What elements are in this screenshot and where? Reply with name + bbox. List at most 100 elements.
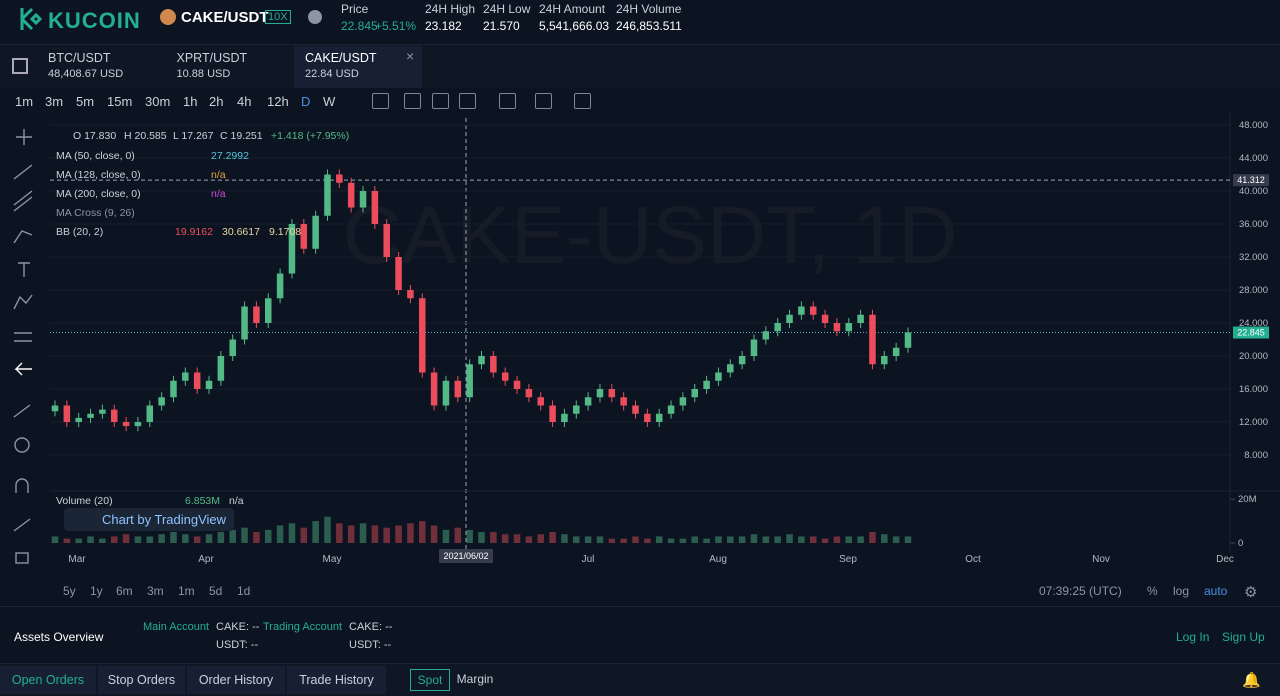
candle-body xyxy=(229,339,236,357)
scale-option[interactable]: % xyxy=(1147,584,1158,598)
interval[interactable]: 2h xyxy=(209,94,224,109)
close-tab[interactable]: × xyxy=(406,48,415,64)
candle-body xyxy=(727,364,734,373)
candle xyxy=(122,417,130,432)
toolbar-icon[interactable] xyxy=(535,93,552,109)
leverage[interactable]: 10X xyxy=(265,10,291,24)
scale-option[interactable]: auto xyxy=(1204,584,1228,598)
signup[interactable]: Sign Up xyxy=(1222,630,1265,644)
candle-body xyxy=(466,364,473,398)
candle xyxy=(549,400,556,428)
y-tick-label: 8.000 xyxy=(1244,450,1268,461)
scale-option[interactable]: log xyxy=(1173,584,1190,598)
price-tag: 22.845 xyxy=(1237,328,1265,338)
volume-bar xyxy=(809,536,817,543)
volume-bar xyxy=(87,536,94,543)
order-tab[interactable]: Open Orders xyxy=(0,666,96,694)
candle-body xyxy=(667,405,675,414)
candle-body xyxy=(608,389,616,398)
candle xyxy=(490,351,497,378)
candle-body xyxy=(478,356,485,365)
volume-bar xyxy=(407,523,414,543)
range[interactable]: 1m xyxy=(178,584,195,598)
order-tab[interactable]: Trade History xyxy=(287,666,386,694)
drawing-tools[interactable] xyxy=(13,129,33,564)
bell[interactable]: 🔔 xyxy=(1242,672,1261,689)
pair[interactable]: CAKE/USDT xyxy=(181,9,269,26)
candle-body xyxy=(762,331,770,340)
chart: CAKE-USDT, 1D 2021/06/02 8.000 12.000 16.0… xyxy=(0,113,1280,578)
interval[interactable]: 3m xyxy=(45,94,64,109)
candle xyxy=(608,384,616,403)
tab-pair[interactable]: CAKE/USDT xyxy=(305,51,377,65)
order-filter[interactable]: Spot xyxy=(410,669,450,691)
branding[interactable]: Chart by TradingView xyxy=(64,508,235,531)
tab-pair[interactable]: BTC/USDT xyxy=(48,51,111,65)
candle-body xyxy=(182,372,189,381)
range[interactable]: 1y xyxy=(90,584,103,598)
interval[interactable]: 5m xyxy=(76,94,95,109)
range[interactable]: 5d xyxy=(209,584,223,598)
volume-bar xyxy=(513,534,521,543)
stat-change: +5.51% xyxy=(375,19,417,33)
watermark: CAKE-USDT, 1D xyxy=(342,190,957,281)
candle xyxy=(691,384,699,403)
order-tab[interactable]: Stop Orders xyxy=(98,666,185,694)
layout-icon[interactable] xyxy=(12,58,28,74)
x-tick-label: Jul xyxy=(582,554,595,565)
range[interactable]: 5y xyxy=(63,584,76,598)
candle xyxy=(809,301,817,320)
interval[interactable]: D xyxy=(301,94,311,109)
settings[interactable]: ⚙ xyxy=(1244,584,1258,601)
volume-bar xyxy=(703,538,710,543)
candle xyxy=(703,375,710,395)
tab-pair[interactable]: XPRT/USDT xyxy=(176,51,248,65)
interval[interactable]: 1h xyxy=(183,94,198,109)
candle-body xyxy=(573,405,580,414)
candle-body xyxy=(336,174,343,183)
candle xyxy=(620,392,627,411)
account-name[interactable]: Main Account xyxy=(143,621,210,633)
volume-bar xyxy=(644,538,651,543)
range[interactable]: 3m xyxy=(147,584,164,598)
order-filter[interactable]: Margin xyxy=(456,672,494,686)
interval[interactable]: 30m xyxy=(145,94,171,109)
toolbar-icon[interactable] xyxy=(432,93,449,109)
toolbar-icon[interactable] xyxy=(459,93,476,109)
interval[interactable]: 4h xyxy=(237,94,252,109)
candle xyxy=(419,293,426,378)
toolbar-icon[interactable] xyxy=(404,93,421,109)
range[interactable]: 1d xyxy=(237,584,251,598)
interval[interactable]: W xyxy=(323,94,336,109)
info-icon[interactable] xyxy=(308,10,322,24)
candle-body xyxy=(87,413,94,418)
candle-body xyxy=(288,224,296,274)
crosshair-date: 2021/06/02 xyxy=(443,551,488,561)
logo[interactable]: KUCOIN xyxy=(48,8,141,33)
candle-body xyxy=(703,380,710,390)
candle xyxy=(63,400,71,428)
candle xyxy=(679,392,687,411)
candle-body xyxy=(122,422,130,427)
range[interactable]: 6m xyxy=(116,584,133,598)
volume-bar xyxy=(359,523,367,543)
candle xyxy=(336,169,343,188)
interval[interactable]: 15m xyxy=(107,94,133,109)
candle-body xyxy=(158,397,165,406)
tab-price: 10.88 USD xyxy=(176,68,231,80)
candle-body xyxy=(217,356,225,381)
chart-bg xyxy=(0,113,1280,578)
toolbar-icon[interactable] xyxy=(574,93,591,109)
toolbar-icon[interactable] xyxy=(372,93,389,109)
interval[interactable]: 1m xyxy=(15,94,34,109)
order-tab[interactable]: Order History xyxy=(187,666,285,694)
login[interactable]: Log In xyxy=(1176,630,1210,644)
candle-body xyxy=(110,409,118,423)
candle xyxy=(892,342,900,362)
account-name[interactable]: Trading Account xyxy=(263,621,343,633)
toolbar-icon[interactable] xyxy=(499,93,516,109)
interval[interactable]: 12h xyxy=(267,94,289,109)
candle xyxy=(561,408,568,428)
volume-bar xyxy=(110,536,118,543)
candle xyxy=(786,309,793,329)
